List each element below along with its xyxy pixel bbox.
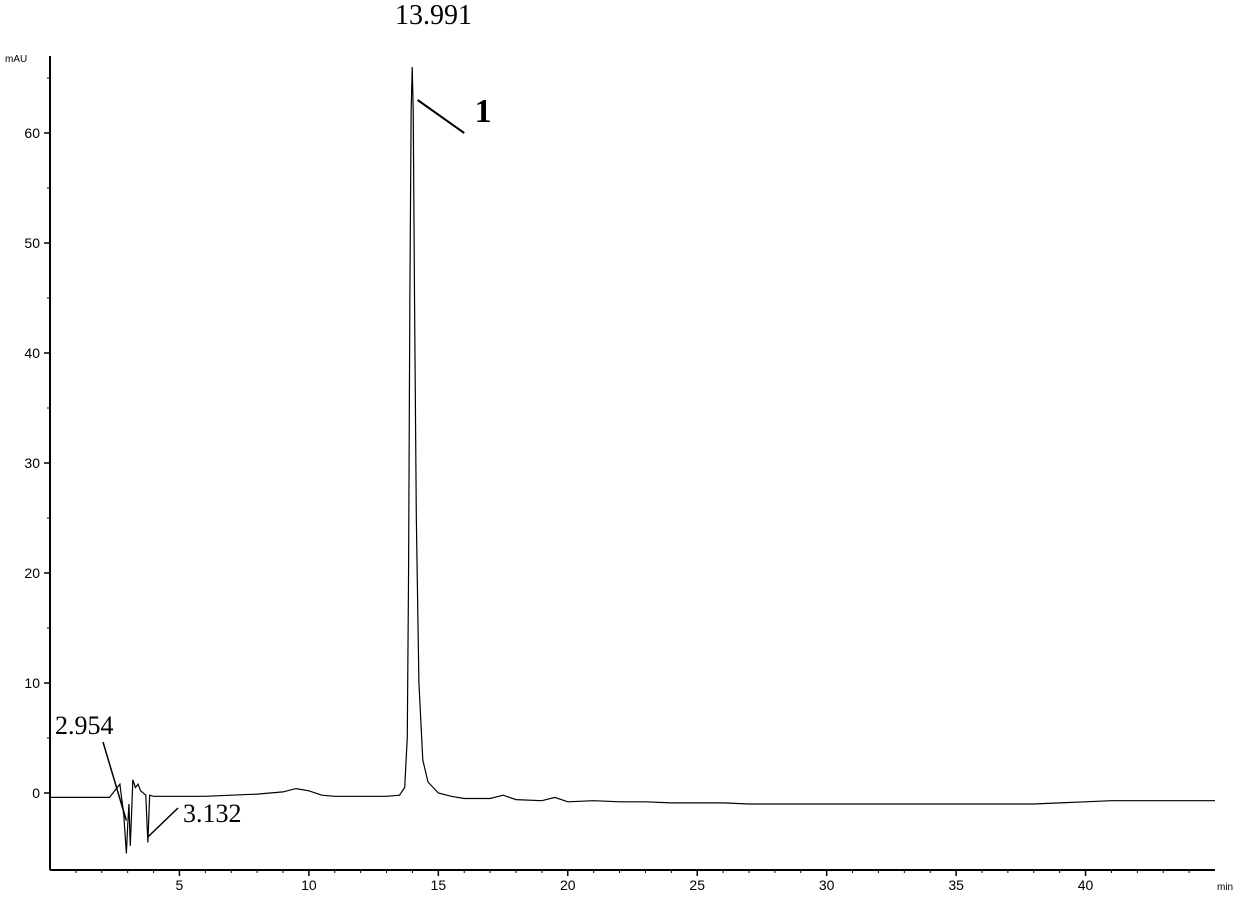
- peak-2954-label: 2.954: [55, 711, 114, 740]
- x-tick-label: 20: [560, 877, 576, 893]
- y-tick-label: 20: [24, 565, 40, 581]
- y-tick-label: 40: [24, 345, 40, 361]
- y-tick-label: 0: [32, 785, 40, 801]
- peak-retention-label: 13.991: [395, 0, 472, 31]
- x-tick-label: 15: [431, 877, 447, 893]
- x-axis-label: min: [1217, 882, 1233, 893]
- chromatogram-chart: 0 10 20 30 40 50 60 mAU 5 10 15 20 25 30 35 40 min 13.991…: [0, 0, 1240, 897]
- y-axis-label: mAU: [5, 54, 27, 65]
- chart-background: [0, 0, 1240, 897]
- peak-3132-label: 3.132: [183, 799, 242, 828]
- x-tick-label: 10: [301, 877, 317, 893]
- x-tick-label: 40: [1078, 877, 1094, 893]
- y-tick-label: 60: [24, 125, 40, 141]
- x-tick-label: 30: [819, 877, 835, 893]
- peak-id-label: 1: [475, 93, 492, 130]
- y-tick-label: 50: [24, 235, 40, 251]
- x-tick-label: 35: [948, 877, 964, 893]
- y-tick-label: 30: [24, 455, 40, 471]
- y-tick-label: 10: [24, 675, 40, 691]
- x-tick-label: 5: [176, 877, 184, 893]
- x-tick-label: 25: [689, 877, 705, 893]
